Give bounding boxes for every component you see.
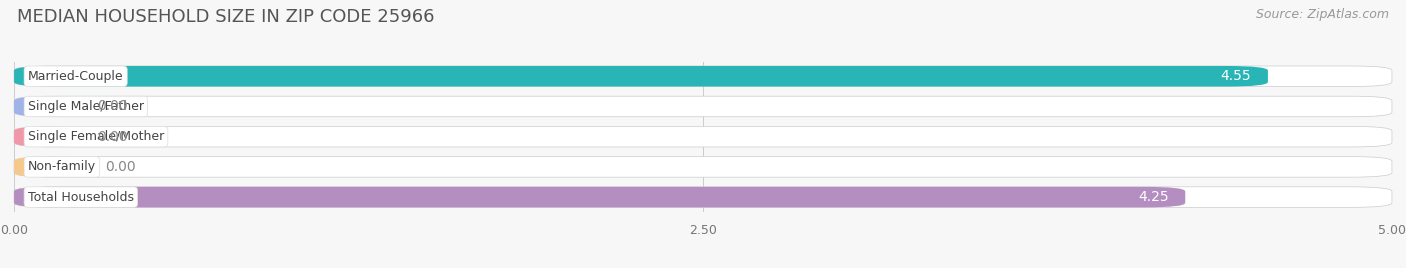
FancyBboxPatch shape [14, 187, 1392, 207]
Text: 4.55: 4.55 [1220, 69, 1251, 83]
FancyBboxPatch shape [14, 96, 1392, 117]
FancyBboxPatch shape [14, 157, 91, 177]
Text: MEDIAN HOUSEHOLD SIZE IN ZIP CODE 25966: MEDIAN HOUSEHOLD SIZE IN ZIP CODE 25966 [17, 8, 434, 26]
FancyBboxPatch shape [14, 126, 83, 147]
Text: Single Female/Mother: Single Female/Mother [28, 130, 165, 143]
Text: Non-family: Non-family [28, 160, 96, 173]
FancyBboxPatch shape [14, 66, 1392, 87]
Text: 0.00: 0.00 [105, 160, 135, 174]
FancyBboxPatch shape [14, 157, 1392, 177]
Text: 0.00: 0.00 [97, 130, 128, 144]
FancyBboxPatch shape [14, 126, 1392, 147]
FancyBboxPatch shape [14, 96, 83, 117]
Text: 0.00: 0.00 [97, 99, 128, 113]
Text: Married-Couple: Married-Couple [28, 70, 124, 83]
FancyBboxPatch shape [14, 66, 1268, 87]
Text: Source: ZipAtlas.com: Source: ZipAtlas.com [1256, 8, 1389, 21]
Text: Single Male/Father: Single Male/Father [28, 100, 143, 113]
Text: 4.25: 4.25 [1137, 190, 1168, 204]
Text: Total Households: Total Households [28, 191, 134, 204]
FancyBboxPatch shape [14, 187, 1185, 207]
